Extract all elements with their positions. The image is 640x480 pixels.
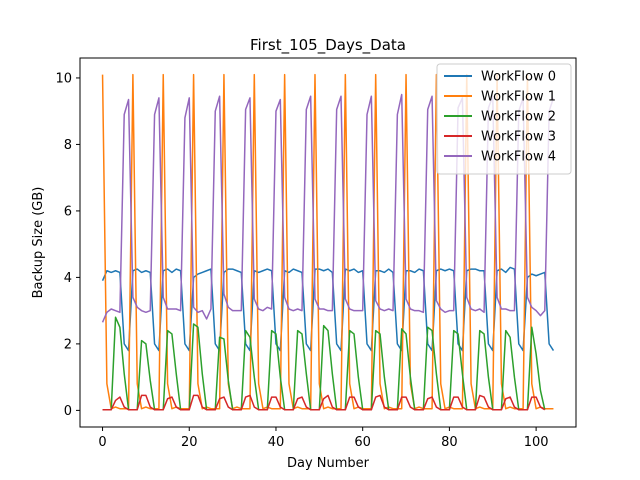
legend-label-2: WorkFlow 2 xyxy=(481,110,556,125)
y-tick-label-1: 2 xyxy=(64,337,72,352)
chart-title: First_105_Days_Data xyxy=(250,36,406,55)
series-line-workflow-0 xyxy=(101,266,555,352)
series-line-workflow-4 xyxy=(101,93,555,323)
y-tick-label-3: 6 xyxy=(64,204,72,219)
legend-label-0: WorkFlow 0 xyxy=(481,70,556,85)
series-layer xyxy=(101,73,555,411)
legend-label-4: WorkFlow 4 xyxy=(481,150,556,165)
x-tick-label-2: 40 xyxy=(268,435,285,450)
y-tick-label-0: 0 xyxy=(64,404,72,419)
legend-box xyxy=(436,63,572,175)
y-tick-label-4: 8 xyxy=(64,138,72,153)
x-tick-label-3: 60 xyxy=(354,435,371,450)
y-tick-label-2: 4 xyxy=(64,271,72,286)
x-axis: 0 20 40 60 80 100 xyxy=(98,427,549,450)
legend: WorkFlow 0 WorkFlow 1 WorkFlow 2 WorkFlow 3… xyxy=(436,63,572,175)
legend-label-3: WorkFlow 3 xyxy=(481,130,556,145)
plot-frame xyxy=(79,57,577,428)
series-line-workflow-3 xyxy=(102,394,546,411)
x-tick-label-4: 80 xyxy=(441,435,458,450)
x-tick-label-1: 20 xyxy=(181,435,198,450)
x-tick-label-0: 0 xyxy=(98,435,106,450)
x-tick-label-5: 100 xyxy=(524,435,549,450)
y-tick-label-5: 10 xyxy=(55,71,72,86)
x-axis-label: Day Number xyxy=(287,456,370,471)
y-axis-label: Backup Size (GB) xyxy=(31,187,46,299)
legend-label-1: WorkFlow 1 xyxy=(481,90,556,105)
y-axis: 0 2 4 6 8 10 xyxy=(55,71,80,419)
